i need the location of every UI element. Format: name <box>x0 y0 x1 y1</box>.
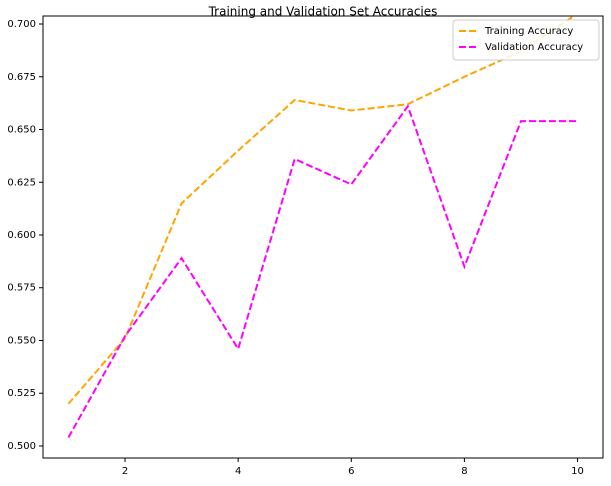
x-tick-label: 10 <box>571 466 584 477</box>
plot-lines <box>67 16 578 439</box>
y-tick-label: 0.600 <box>7 230 36 241</box>
x-tick-label: 6 <box>348 466 354 477</box>
chart-title: Training and Validation Set Accuracies <box>208 5 438 19</box>
y-tick-label: 0.500 <box>7 441 36 452</box>
y-tick-label: 0.525 <box>7 388 36 399</box>
y-tick-label: 0.675 <box>7 72 36 83</box>
y-tick-label: 0.625 <box>7 177 36 188</box>
series-line <box>67 16 576 405</box>
y-tick-label: 0.650 <box>7 125 36 136</box>
legend-label: Validation Accuracy <box>485 42 583 53</box>
legend-box <box>452 19 600 61</box>
x-tick-label: 2 <box>122 466 128 477</box>
series-line <box>67 104 578 439</box>
plot-frame <box>42 15 604 459</box>
y-tick-label: 0.550 <box>7 335 36 346</box>
legend-label: Training Accuracy <box>484 26 573 37</box>
x-tick-label: 4 <box>235 466 241 477</box>
y-tick-label: 0.575 <box>7 283 36 294</box>
y-tick-label: 0.700 <box>7 19 36 30</box>
x-tick-label: 8 <box>461 466 467 477</box>
